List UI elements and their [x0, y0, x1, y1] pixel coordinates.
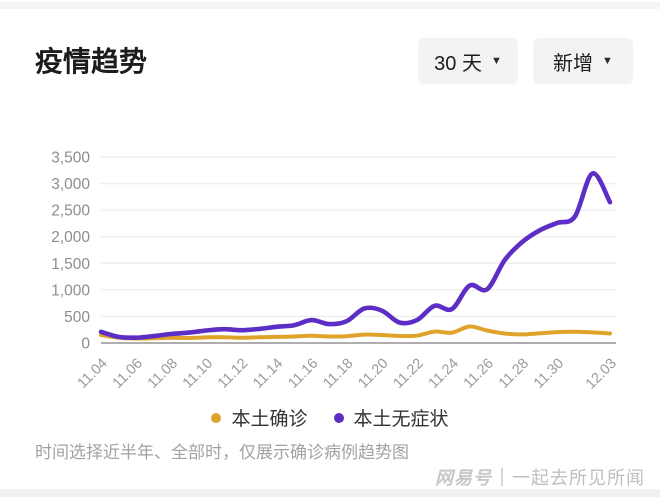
bottom-strip [0, 489, 660, 497]
svg-text:11.06: 11.06 [110, 356, 146, 392]
svg-text:11.30: 11.30 [531, 356, 567, 392]
footnote: 时间选择近半年、全部时，仅展示确诊病例趋势图 [35, 443, 409, 462]
legend-dot-confirmed [211, 412, 222, 423]
svg-text:11.28: 11.28 [496, 356, 532, 392]
legend-label-confirmed: 本土确诊 [231, 409, 308, 430]
svg-text:11.14: 11.14 [250, 356, 286, 392]
time-range-dropdown[interactable]: 30 天 ▼ [418, 38, 518, 84]
watermark-account: 一起去所见所闻 [512, 468, 645, 488]
metric-type-value: 新增 [553, 52, 594, 75]
chart-legend: 本土确诊 本土无症状 [0, 404, 660, 431]
svg-text:11.10: 11.10 [180, 356, 216, 392]
svg-text:11.12: 11.12 [215, 356, 251, 392]
legend-label-asymptomatic: 本土无症状 [353, 409, 449, 430]
chevron-down-icon: ▼ [490, 54, 502, 67]
svg-text:2,500: 2,500 [51, 203, 90, 220]
svg-text:11.04: 11.04 [75, 356, 111, 392]
netease-logo: 网易号 [435, 468, 492, 488]
legend-item-asymptomatic: 本土无症状 [333, 404, 449, 431]
time-range-value: 30 天 [434, 52, 482, 75]
svg-text:11.16: 11.16 [285, 356, 321, 392]
svg-text:11.26: 11.26 [461, 356, 497, 392]
svg-text:3,000: 3,000 [51, 176, 90, 193]
chevron-down-icon: ▼ [602, 54, 613, 67]
svg-text:0: 0 [81, 336, 90, 353]
svg-text:1,000: 1,000 [51, 282, 90, 299]
svg-text:11.18: 11.18 [320, 356, 356, 392]
svg-text:2,000: 2,000 [51, 229, 90, 246]
watermark: 网易号 一起去所见所闻 [435, 464, 645, 490]
metric-type-dropdown[interactable]: 新增 ▼ [533, 38, 633, 84]
svg-text:11.24: 11.24 [426, 356, 462, 392]
page-title: 疫情趋势 [35, 46, 148, 77]
top-strip [0, 2, 660, 9]
svg-text:11.08: 11.08 [145, 356, 181, 392]
legend-dot-asymptomatic [333, 412, 344, 423]
watermark-divider [501, 468, 503, 486]
svg-text:11.20: 11.20 [355, 356, 391, 392]
svg-text:12.03: 12.03 [583, 356, 620, 393]
svg-text:11.22: 11.22 [391, 356, 427, 392]
trend-chart[interactable]: 05001,0001,5002,0002,5003,0003,50011.041… [0, 130, 660, 400]
svg-text:3,500: 3,500 [51, 150, 90, 167]
chart-controls: 30 天 ▼ 新增 ▼ [418, 38, 633, 84]
legend-item-confirmed: 本土确诊 [211, 404, 308, 431]
svg-text:1,500: 1,500 [51, 256, 90, 273]
svg-text:500: 500 [64, 309, 90, 326]
